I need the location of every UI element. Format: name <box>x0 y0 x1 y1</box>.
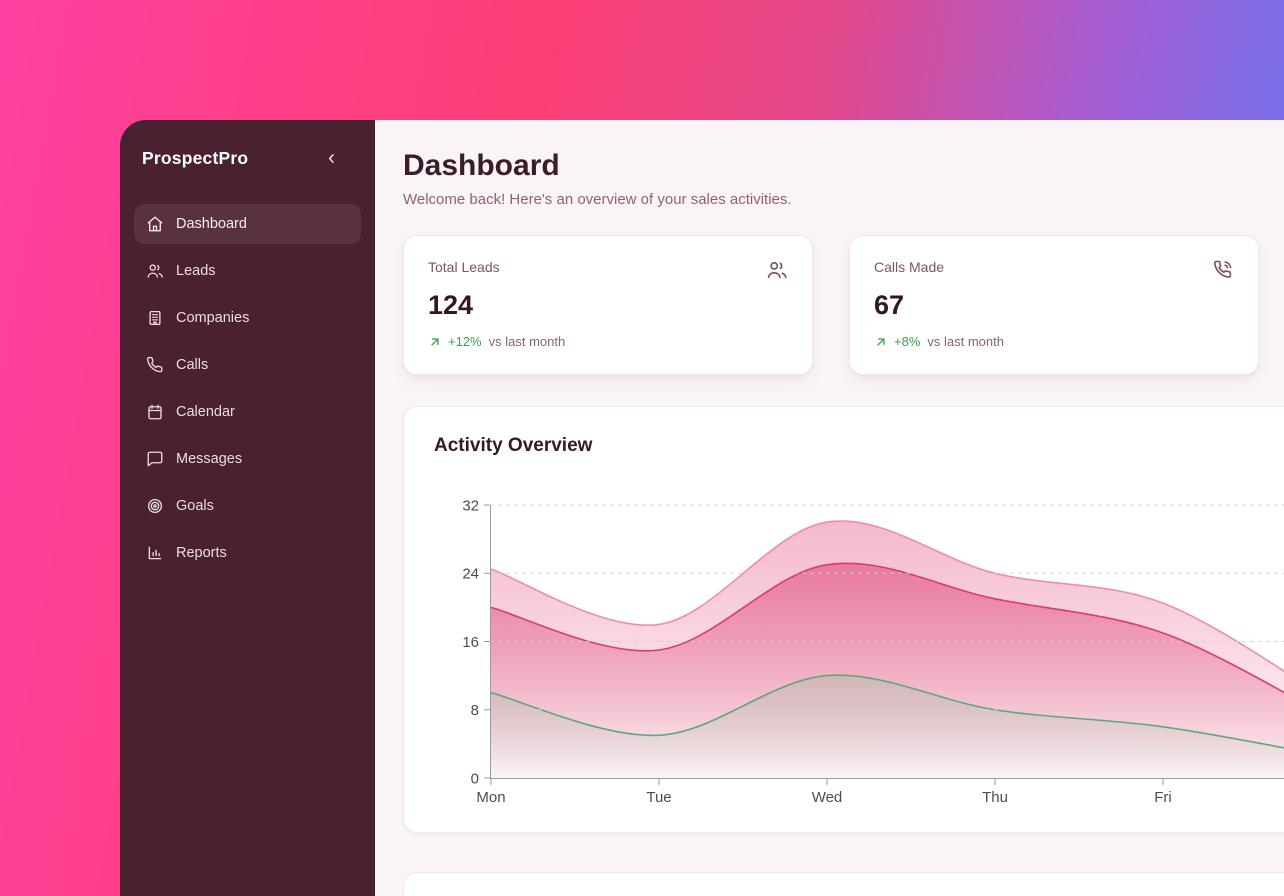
users-icon <box>766 259 788 281</box>
trend-caption: vs last month <box>927 334 1004 349</box>
sidebar-item-goals[interactable]: Goals <box>134 486 361 526</box>
svg-text:Thu: Thu <box>982 789 1008 806</box>
sidebar-item-label: Leads <box>176 263 216 279</box>
trend-percentage: +12% <box>448 334 482 349</box>
building-icon <box>146 309 164 327</box>
sidebar-header: ProspectPro <box>134 144 361 170</box>
main-content: Dashboard Welcome back! Here's an overvi… <box>375 120 1284 896</box>
app-brand: ProspectPro <box>142 147 249 168</box>
activity-area-chart[interactable]: 08162432MonTueWedThuFriSat <box>404 407 1284 832</box>
arrow-up-right-icon <box>428 335 442 349</box>
home-icon <box>146 215 164 233</box>
chart-areas <box>490 520 1284 778</box>
svg-text:32: 32 <box>462 497 479 514</box>
page-subtitle: Welcome back! Here's an overview of your… <box>403 191 792 208</box>
stat-label: Total Leads <box>428 259 500 275</box>
activity-overview-card: Activity Overview 0 8 16 24 32 Mon Tue Wed Thu Fr… <box>403 406 1284 833</box>
trend-percentage: +8% <box>894 334 921 349</box>
chart-tick-labels: 08162432MonTueWedThuFriSat <box>462 497 1172 806</box>
svg-text:Tue: Tue <box>646 789 671 806</box>
stat-value: 124 <box>428 290 474 320</box>
svg-text:Wed: Wed <box>812 789 843 806</box>
chart-svg: 08162432MonTueWedThuFriSat <box>462 497 1284 806</box>
svg-text:16: 16 <box>462 634 479 651</box>
stat-label: Calls Made <box>874 259 945 275</box>
svg-text:24: 24 <box>462 566 479 583</box>
green-area-line <box>490 674 1284 749</box>
sidebar-item-label: Dashboard <box>176 216 247 232</box>
stat-trend: +12% vs last month <box>428 334 788 349</box>
outer-light-pink-area-line <box>490 520 1284 672</box>
phone-call-icon <box>1212 259 1234 281</box>
stat-card-header: Total Leads <box>428 259 788 281</box>
page-title: Dashboard <box>403 149 560 182</box>
chart-gridlines <box>490 504 1284 711</box>
svg-text:Fri: Fri <box>1154 789 1172 806</box>
sidebar-item-label: Companies <box>176 310 250 326</box>
users-icon <box>146 262 164 280</box>
sidebar-item-messages[interactable]: Messages <box>134 439 361 479</box>
arrow-up-right-icon <box>874 335 888 349</box>
calendar-icon <box>146 403 164 421</box>
stat-card-calls-made: Calls Made 67 +8% vs last month <box>849 235 1259 375</box>
sidebar-item-calls[interactable]: Calls <box>134 345 361 385</box>
stat-card-total-leads: Total Leads 124 +12% vs last month <box>403 235 813 375</box>
chart-axes <box>484 504 1284 785</box>
bar-chart-icon <box>146 544 164 562</box>
sidebar-collapse-button[interactable] <box>321 148 341 168</box>
stats-row: Total Leads 124 +12% vs last month Calls… <box>403 235 1284 375</box>
stat-value: 67 <box>874 290 905 320</box>
target-icon <box>146 497 164 515</box>
inner-pink-area-line <box>490 562 1284 694</box>
sidebar-item-label: Calendar <box>176 404 235 420</box>
stat-card-header: Calls Made <box>874 259 1234 281</box>
bottom-card-partial <box>403 872 1284 896</box>
chart-title: Activity Overview <box>434 435 593 456</box>
sidebar-nav: Dashboard Leads Companies Calls Calendar Mess… <box>134 204 361 580</box>
sidebar-item-reports[interactable]: Reports <box>134 533 361 573</box>
svg-text:8: 8 <box>471 702 479 719</box>
sidebar: ProspectPro Dashboard Leads Companies Calls… <box>120 120 375 896</box>
svg-text:0: 0 <box>471 770 479 787</box>
sidebar-item-leads[interactable]: Leads <box>134 251 361 291</box>
sidebar-item-label: Goals <box>176 498 214 514</box>
chevron-left-icon <box>324 151 339 166</box>
trend-caption: vs last month <box>488 334 566 349</box>
sidebar-item-dashboard[interactable]: Dashboard <box>134 204 361 244</box>
green-area-fill <box>491 675 1284 778</box>
phone-icon <box>146 356 164 374</box>
sidebar-item-label: Messages <box>176 451 243 467</box>
message-icon <box>146 450 164 468</box>
sidebar-item-companies[interactable]: Companies <box>134 298 361 338</box>
sidebar-item-label: Reports <box>176 545 227 561</box>
app-window: ProspectPro Dashboard Leads Companies Calls… <box>120 120 1284 896</box>
sidebar-item-calendar[interactable]: Calendar <box>134 392 361 432</box>
sidebar-item-label: Calls <box>176 357 209 373</box>
stat-trend: +8% vs last month <box>874 334 1234 349</box>
svg-text:Mon: Mon <box>476 789 505 806</box>
